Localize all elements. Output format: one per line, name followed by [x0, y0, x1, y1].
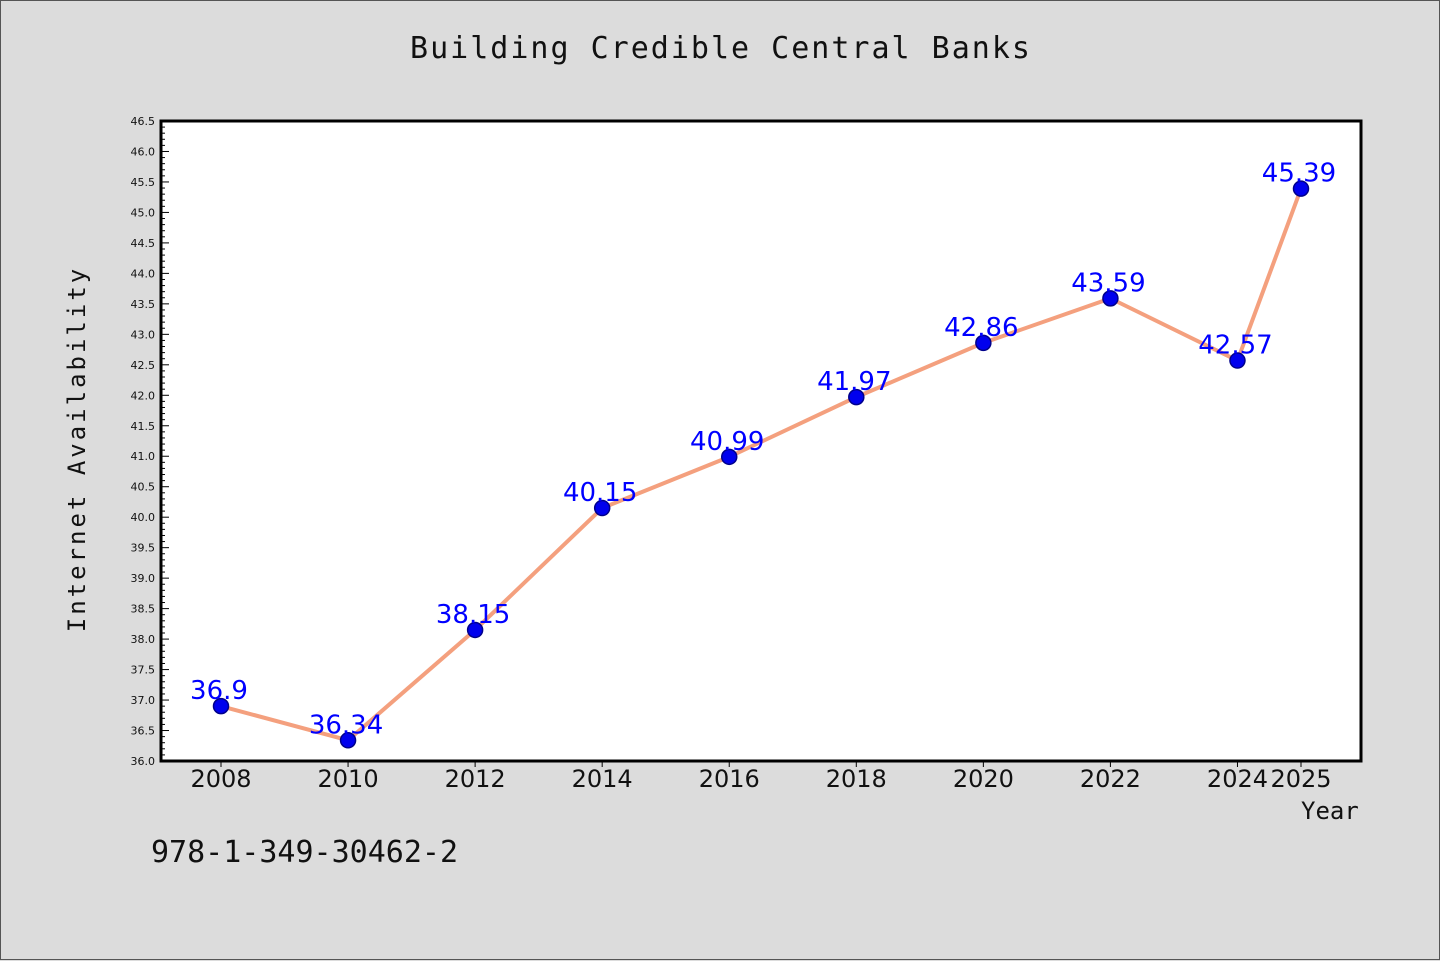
x-tick-label: 2012 — [445, 765, 506, 793]
x-tick-label: 2016 — [699, 765, 760, 793]
data-label: 36.34 — [309, 710, 383, 740]
y-tick-label: 37.5 — [131, 664, 156, 677]
y-tick-label: 45.5 — [131, 176, 156, 189]
data-point — [1102, 290, 1119, 307]
y-tick-label: 46.0 — [131, 145, 156, 158]
series-line — [220, 187, 1303, 743]
data-point — [848, 388, 865, 406]
data-label: 40.99 — [690, 427, 764, 457]
data-label: 36.9 — [190, 676, 248, 706]
x-tick-label: 2010 — [318, 765, 379, 793]
x-tick-label: 2025 — [1270, 765, 1331, 793]
data-label: 38.15 — [436, 600, 510, 630]
data-label: 40.15 — [563, 478, 637, 508]
data-label: 41.97 — [817, 367, 891, 397]
data-point — [339, 732, 357, 749]
y-tick-label: 36.0 — [131, 755, 156, 768]
y-tick-label: 41.5 — [131, 420, 156, 433]
y-tick-label: 42.5 — [131, 359, 156, 372]
x-tick-label: 2014 — [572, 765, 633, 793]
data-label: 45.39 — [1262, 159, 1336, 189]
data-point — [212, 697, 230, 715]
data-label: 43.59 — [1071, 268, 1145, 298]
y-tick-label: 43.5 — [131, 298, 156, 311]
data-point — [720, 448, 738, 466]
y-tick-label: 37.0 — [131, 694, 156, 707]
y-axis-ticks — [161, 120, 169, 762]
x-tick-label: 2024 — [1207, 765, 1268, 793]
y-tick-label: 44.5 — [131, 237, 156, 250]
data-point — [466, 621, 484, 639]
data-point — [1229, 352, 1246, 369]
y-tick-label: 39.5 — [131, 542, 156, 555]
x-tick-label: 2020 — [953, 765, 1014, 793]
x-axis-title: Year — [1301, 797, 1359, 825]
y-tick-label: 40.0 — [131, 511, 156, 524]
isbn-text: 978-1-349-30462-2 — [151, 835, 459, 870]
data-point — [593, 499, 611, 517]
y-tick-label: 38.5 — [131, 603, 156, 616]
y-tick-label: 44.0 — [131, 267, 156, 280]
y-tick-label: 43.0 — [131, 328, 156, 341]
data-label: 42.57 — [1198, 331, 1272, 361]
y-tick-label: 38.0 — [131, 633, 156, 646]
x-tick-label: 2008 — [190, 765, 251, 793]
y-tick-label: 42.0 — [131, 389, 156, 402]
data-point — [975, 334, 992, 352]
y-tick-label: 40.5 — [131, 481, 156, 494]
x-tick-label: 2018 — [826, 765, 887, 793]
x-tick-label: 2022 — [1080, 765, 1141, 793]
y-tick-label: 41.0 — [131, 450, 156, 463]
y-tick-label: 36.5 — [131, 725, 156, 738]
y-tick-label: 39.0 — [131, 572, 156, 585]
y-tick-label: 46.5 — [131, 115, 156, 128]
y-tick-label: 45.0 — [131, 206, 156, 219]
data-point — [1292, 180, 1310, 197]
data-label: 42.86 — [944, 313, 1018, 343]
chart-title: Building Credible Central Banks — [410, 31, 1032, 66]
